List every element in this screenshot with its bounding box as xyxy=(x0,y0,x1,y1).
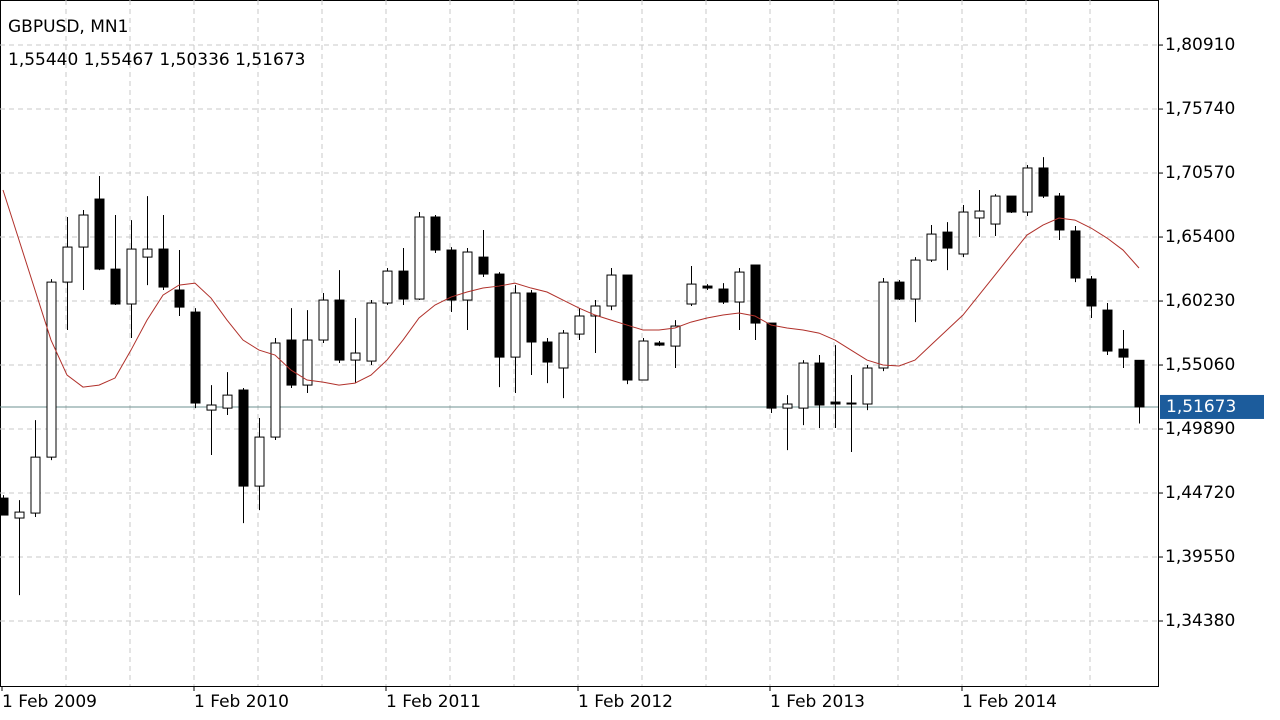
x-tick-label: 1 Feb 2010 xyxy=(194,692,289,712)
candle-body xyxy=(430,216,441,251)
candle-body xyxy=(238,389,249,487)
plot-frame xyxy=(0,0,1159,687)
candle-body xyxy=(878,281,889,369)
x-tick-label: 1 Feb 2014 xyxy=(962,692,1057,712)
y-tick-label: 1,70570 xyxy=(1165,163,1235,183)
candle-body xyxy=(1006,195,1017,213)
candle-body xyxy=(126,248,137,305)
candle-body xyxy=(926,233,937,261)
candle-body xyxy=(574,315,585,335)
candle-body xyxy=(350,352,361,361)
candle-body xyxy=(110,268,121,305)
candle-body xyxy=(1054,195,1065,231)
x-tick-label: 1 Feb 2012 xyxy=(578,692,673,712)
candle-body xyxy=(702,285,713,289)
candle-body xyxy=(990,195,1001,225)
candle-body xyxy=(494,273,505,358)
x-tick-label: 1 Feb 2011 xyxy=(386,692,481,712)
candle-body xyxy=(622,274,633,381)
candle-body xyxy=(30,456,41,514)
y-tick-label: 1,65400 xyxy=(1165,227,1235,247)
candle-body xyxy=(606,274,617,307)
candle-body xyxy=(1118,348,1129,358)
candle-body xyxy=(766,322,777,409)
candle-body xyxy=(958,211,969,255)
candle-body xyxy=(542,341,553,363)
y-tick-label: 1,75740 xyxy=(1165,99,1235,119)
y-tick-label: 1,80910 xyxy=(1165,35,1235,55)
candle-body xyxy=(510,292,521,358)
candle-body xyxy=(750,264,761,324)
x-tick-label: 1 Feb 2009 xyxy=(2,692,97,712)
price-tag-label: 1,51673 xyxy=(1166,397,1236,417)
candle-body xyxy=(894,281,905,300)
candle-body xyxy=(1022,167,1033,213)
candle-body xyxy=(302,339,313,386)
candle-body xyxy=(398,270,409,300)
candle-body xyxy=(46,281,57,458)
ohlc-readout: 1,55440 1,55467 1,50336 1,51673 xyxy=(8,50,305,70)
candle-body xyxy=(94,198,105,270)
candle-body xyxy=(1038,167,1049,197)
candle-body xyxy=(814,362,825,406)
candle-body xyxy=(798,362,809,409)
candle-body xyxy=(526,292,537,343)
candle-body xyxy=(462,251,473,301)
x-tick-label: 1 Feb 2013 xyxy=(770,692,865,712)
candle-body xyxy=(558,332,569,369)
candle-body xyxy=(910,259,921,300)
candle-body xyxy=(0,497,9,516)
candle-body xyxy=(830,401,841,405)
candle-body xyxy=(414,216,425,300)
candle-body xyxy=(158,248,169,288)
candle-body xyxy=(206,404,217,411)
candle-body xyxy=(638,340,649,381)
candle-body xyxy=(14,511,25,519)
y-tick-label: 1,55060 xyxy=(1165,355,1235,375)
candle-body xyxy=(142,248,153,258)
y-tick-label: 1,34380 xyxy=(1165,611,1235,631)
candle-body xyxy=(974,210,985,219)
candle-body xyxy=(254,436,265,487)
y-tick-label: 1,39550 xyxy=(1165,547,1235,567)
candle-body xyxy=(382,270,393,304)
candle-body xyxy=(222,394,233,409)
candle-body xyxy=(1102,309,1113,352)
candle-body xyxy=(846,402,857,405)
candle-body xyxy=(718,288,729,303)
candle-body xyxy=(190,311,201,404)
candle-body xyxy=(78,214,89,248)
candle-body xyxy=(318,299,329,341)
candle-body xyxy=(334,299,345,361)
candle-body xyxy=(590,305,601,317)
candle-body xyxy=(670,325,681,347)
candle-body xyxy=(1134,359,1145,408)
candle-body xyxy=(862,367,873,405)
candle-body xyxy=(446,249,457,301)
moving-average xyxy=(2,189,1140,388)
candle-body xyxy=(942,231,953,249)
y-tick-label: 1,49890 xyxy=(1165,419,1235,439)
candle-body xyxy=(654,342,665,346)
candle-body xyxy=(734,271,745,303)
candle-body xyxy=(1070,230,1081,279)
y-tick-label: 1,44720 xyxy=(1165,483,1235,503)
candle-body xyxy=(478,256,489,275)
price-tag xyxy=(1160,394,1264,419)
candle-body xyxy=(782,403,793,409)
candle-body xyxy=(1086,278,1097,307)
candle-body xyxy=(286,339,297,386)
candle-body xyxy=(270,342,281,438)
candle-body xyxy=(174,289,185,308)
y-tick-label: 1,60230 xyxy=(1165,291,1235,311)
chart-title: GBPUSD, MN1 xyxy=(8,17,128,37)
candle-body xyxy=(366,302,377,362)
candle-body xyxy=(686,283,697,305)
candle-body xyxy=(62,246,73,283)
